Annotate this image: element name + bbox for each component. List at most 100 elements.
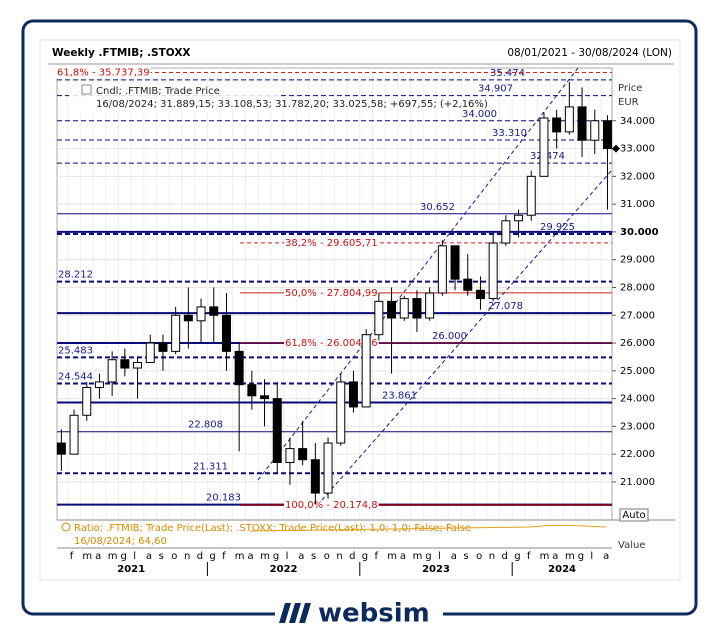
y-label: Price: [618, 83, 642, 94]
year-label: 2021: [117, 564, 145, 575]
level-label: 35.474: [490, 68, 525, 79]
x-tick-label: d: [197, 551, 203, 562]
candle-body: [387, 300, 397, 319]
candle-body: [69, 414, 79, 455]
x-tick-label: a: [146, 551, 152, 562]
x-tick-label: a: [298, 551, 304, 562]
candle-body: [399, 298, 409, 319]
x-tick-label: g: [362, 551, 368, 562]
x-tick-label: f: [222, 551, 226, 562]
x-tick-label: s: [463, 551, 468, 562]
fib-label: 61,8% - 26.004,26: [285, 338, 378, 349]
brand-logo: [279, 603, 311, 623]
x-tick-label: g: [209, 551, 215, 562]
ratio-icon: [61, 522, 71, 532]
scale-label[interactable]: Auto: [622, 510, 645, 521]
fib-label-bg: [284, 337, 379, 349]
x-tick-label: g: [121, 551, 127, 562]
fib-label: 100,0% - 20.174,8: [285, 500, 378, 511]
candle-body: [564, 106, 574, 133]
x-tick-label: f: [527, 551, 531, 562]
candle-body: [374, 300, 384, 336]
level-label: 23.861: [382, 390, 417, 401]
candle-body: [82, 386, 92, 416]
candle-body: [247, 384, 257, 397]
legend-line: 16/08/2024; 31.889,15; 33.108,53; 31.782…: [96, 99, 488, 110]
x-tick-label: o: [171, 551, 177, 562]
year-label: 2024: [548, 564, 576, 575]
fib-label-bg: [284, 237, 379, 249]
fib-label: 38,2% - 29.605,71: [285, 238, 378, 249]
y-unit: EUR: [618, 97, 639, 108]
ratio-line: Ratio; .FTMIB; Trade Price(Last); .STOXX…: [74, 523, 471, 534]
date-range: 08/01/2021 - 30/08/2024 (LON): [507, 47, 672, 59]
candle-body: [437, 245, 447, 294]
candle-body: [539, 117, 549, 177]
legend-bg: [69, 84, 279, 112]
candle-body: [260, 395, 270, 400]
candle-body: [209, 306, 219, 316]
candle-body: [361, 334, 371, 408]
scale-button[interactable]: [619, 508, 649, 522]
level-label: 34.000: [462, 109, 497, 120]
year-label: 2023: [422, 564, 450, 575]
candle-body: [145, 342, 155, 363]
x-tick-label: m: [235, 551, 245, 562]
candle-body: [323, 442, 333, 494]
x-tick-label: s: [311, 551, 316, 562]
ratio-axis-label: Value: [618, 540, 645, 551]
level-label: 34.907: [478, 84, 513, 95]
candle-body: [120, 359, 130, 369]
candle-body: [272, 398, 282, 463]
x-tick-label: m: [413, 551, 423, 562]
x-tick-label: g: [273, 551, 279, 562]
x-tick-label: m: [108, 551, 118, 562]
candle-body: [577, 106, 587, 141]
x-tick-label: a: [552, 551, 558, 562]
channel-line: [257, 67, 579, 481]
x-tick-label: n: [336, 551, 342, 562]
brand-name: websim: [318, 599, 430, 629]
fib-label: 50,0% - 27.804,99: [285, 288, 378, 299]
level-label: 28.212: [58, 270, 93, 281]
level-label: 30.652: [420, 202, 455, 213]
x-tick-label: g: [578, 551, 584, 562]
y-tick-label: 21.000: [620, 477, 655, 488]
legend-line: Cndl; .FTMIB; Trade Price: [96, 86, 220, 97]
candle-body: [158, 342, 168, 352]
fib-label-bg: [56, 67, 151, 79]
level-label: 27.078: [488, 301, 523, 312]
candle-body: [514, 214, 524, 222]
x-tick-label: m: [387, 551, 397, 562]
candle-body: [425, 292, 435, 319]
x-tick-label: a: [248, 551, 254, 562]
candle-body: [602, 120, 612, 150]
x-tick-label: m: [540, 551, 550, 562]
x-tick-label: s: [159, 551, 164, 562]
candle-body: [450, 245, 460, 280]
candle-body: [526, 175, 536, 216]
candle-body: [56, 442, 66, 455]
candle-body: [298, 448, 308, 461]
candle-body: [488, 242, 498, 300]
x-tick-label: l: [133, 551, 136, 562]
candle-body: [221, 314, 231, 352]
channel-line: [321, 169, 613, 501]
candle-body: [107, 359, 117, 383]
candle-body: [552, 117, 562, 133]
level-label: 24.544: [58, 371, 93, 382]
x-tick-label: a: [603, 551, 609, 562]
level-label: 25.483: [58, 345, 93, 356]
plot: 21.000 22.000 23.000 24.000 25.000 26.000 27.0…: [56, 67, 659, 520]
candle-body: [234, 350, 244, 386]
candle-body: [133, 361, 143, 369]
x-tick-label: a: [400, 551, 406, 562]
fib-label: 61,8% - 35.737,39: [57, 68, 150, 79]
candle-body: [310, 459, 320, 494]
x-tick-label: g: [425, 551, 431, 562]
x-tick-label: l: [590, 551, 593, 562]
candle-body: [348, 381, 358, 408]
level-label: 21.311: [193, 461, 228, 472]
y-tick-label: 23.000: [620, 421, 655, 432]
